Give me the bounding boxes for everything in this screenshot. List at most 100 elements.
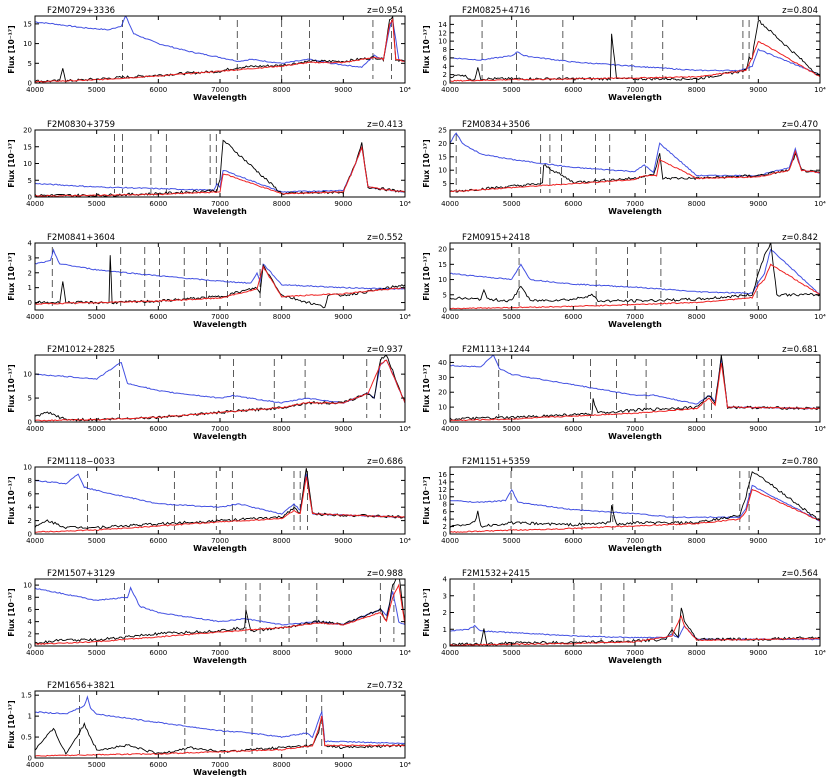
x-tick-label: 5000 <box>503 649 521 657</box>
panel-title: F2M1507+3129 <box>47 569 115 579</box>
y-axis-label: Flux [10⁻¹⁷] <box>7 252 16 300</box>
x-tick-label: 6000 <box>564 313 582 321</box>
x-tick-label: 7000 <box>211 761 229 769</box>
spectrum-panel: 4000 5000 6000 7000 8000 9000 10⁴ 0 5 10 15 20 F2M09… <box>422 233 826 329</box>
x-tick-label: 6000 <box>149 649 167 657</box>
spectrum-line <box>450 488 820 533</box>
x-axis-label: Wavelength <box>193 768 247 777</box>
x-tick-label: 7000 <box>211 537 229 545</box>
x-tick-label: 8000 <box>273 537 291 545</box>
y-tick-label: 5 <box>443 180 447 188</box>
x-tick-label: 5000 <box>503 200 521 208</box>
x-tick-label: 10⁴ <box>399 537 411 545</box>
x-tick-label: 7000 <box>626 425 644 433</box>
panel-title: F2M1012+2825 <box>47 345 115 355</box>
x-tick-label: 6000 <box>149 313 167 321</box>
y-tick-label: 0 <box>443 307 447 315</box>
y-tick-label: 10 <box>23 464 32 472</box>
panel-title: F2M1118−0033 <box>47 457 115 467</box>
spectrum-line <box>450 40 820 82</box>
x-tick-label: 4000 <box>441 200 459 208</box>
y-axis-label: Flux [10⁻¹⁷] <box>7 476 16 524</box>
x-tick-label: 4000 <box>441 313 459 321</box>
y-tick-label: 16 <box>438 471 447 479</box>
x-tick-label: 6000 <box>149 200 167 208</box>
y-tick-label: 30 <box>438 374 447 382</box>
redshift-label: z=0.732 <box>367 681 403 691</box>
x-tick-label: 10⁴ <box>814 425 826 433</box>
y-tick-label: 1.5 <box>21 692 32 700</box>
y-tick-label: 15 <box>23 143 32 151</box>
spectrum-panel: 4000 5000 6000 7000 8000 9000 10⁴ 0 5 10 F2M1012+2… <box>7 345 411 441</box>
x-tick-label: 10⁴ <box>399 313 411 321</box>
plot-frame <box>449 242 821 311</box>
y-tick-label: 1 <box>28 284 32 292</box>
redshift-label: z=0.564 <box>782 569 818 579</box>
x-axis-label: Wavelength <box>193 320 247 329</box>
x-tick-label: 4000 <box>26 761 44 769</box>
y-tick-label: 12 <box>438 486 447 494</box>
spectrum-panel: 4000 5000 6000 7000 8000 9000 10⁴ 0 5 10 15 20 F2M08… <box>7 120 411 216</box>
y-tick-label: 4 <box>443 516 448 524</box>
x-tick-label: 5000 <box>88 86 106 94</box>
y-tick-label: 10 <box>438 404 447 412</box>
y-tick-label: 10 <box>438 167 447 175</box>
x-tick-label: 6000 <box>149 761 167 769</box>
x-tick-label: 7000 <box>626 649 644 657</box>
redshift-label: z=0.988 <box>367 569 403 579</box>
spectrum-panel: 4000 5000 6000 7000 8000 9000 10⁴ 0 2 4 6 8 10 F2M111… <box>7 457 411 553</box>
spectrum-line <box>35 586 405 626</box>
y-tick-label: 0 <box>443 419 447 427</box>
x-tick-label: 5000 <box>88 649 106 657</box>
spectrum-line <box>35 715 405 757</box>
x-tick-label: 10⁴ <box>399 200 411 208</box>
x-tick-label: 8000 <box>688 313 706 321</box>
spectrum-line <box>35 265 405 305</box>
spectrum-line <box>450 355 820 421</box>
x-tick-label: 9000 <box>334 649 352 657</box>
x-tick-label: 8000 <box>273 761 291 769</box>
x-tick-label: 6000 <box>564 200 582 208</box>
x-axis-label: Wavelength <box>608 544 662 553</box>
y-tick-label: 0 <box>443 531 447 539</box>
y-tick-label: 4 <box>443 63 448 71</box>
plot-frame <box>34 242 406 311</box>
y-axis-label: Flux [10⁻¹⁷] <box>422 25 431 73</box>
y-tick-label: 6 <box>443 508 448 516</box>
x-tick-label: 5000 <box>88 425 106 433</box>
x-tick-label: 9000 <box>334 86 352 94</box>
y-tick-label: 40 <box>438 359 447 367</box>
x-tick-label: 4000 <box>26 425 44 433</box>
redshift-label: z=0.954 <box>367 6 403 16</box>
redshift-label: z=0.804 <box>782 6 818 16</box>
x-tick-label: 4000 <box>441 649 459 657</box>
x-tick-label: 4000 <box>441 537 459 545</box>
y-tick-label: 20 <box>23 127 32 135</box>
y-tick-label: 4 <box>28 618 33 626</box>
x-tick-label: 8000 <box>273 649 291 657</box>
y-tick-label: 5 <box>443 291 447 299</box>
y-tick-label: 5 <box>28 395 32 403</box>
x-tick-label: 10⁴ <box>399 649 411 657</box>
x-tick-label: 9000 <box>749 313 767 321</box>
x-tick-label: 5000 <box>88 200 106 208</box>
x-tick-label: 8000 <box>273 313 291 321</box>
y-tick-label: 20 <box>438 246 447 254</box>
x-axis-label: Wavelength <box>193 432 247 441</box>
spectrum-line <box>35 139 405 197</box>
y-tick-label: 6 <box>28 606 33 614</box>
x-tick-label: 4000 <box>26 313 44 321</box>
spectrum-line <box>35 695 405 745</box>
x-tick-label: 9000 <box>749 425 767 433</box>
x-tick-label: 4000 <box>26 86 44 94</box>
y-tick-label: 15 <box>438 153 447 161</box>
x-tick-label: 6000 <box>564 425 582 433</box>
y-axis-label: Flux [10⁻¹⁷] <box>422 139 431 187</box>
redshift-label: z=0.681 <box>782 345 818 355</box>
spectrum-line <box>35 359 405 404</box>
x-tick-label: 9000 <box>334 425 352 433</box>
x-tick-label: 7000 <box>626 313 644 321</box>
y-tick-label: 0 <box>443 80 447 88</box>
y-tick-label: 6 <box>28 490 33 498</box>
x-tick-label: 8000 <box>688 537 706 545</box>
